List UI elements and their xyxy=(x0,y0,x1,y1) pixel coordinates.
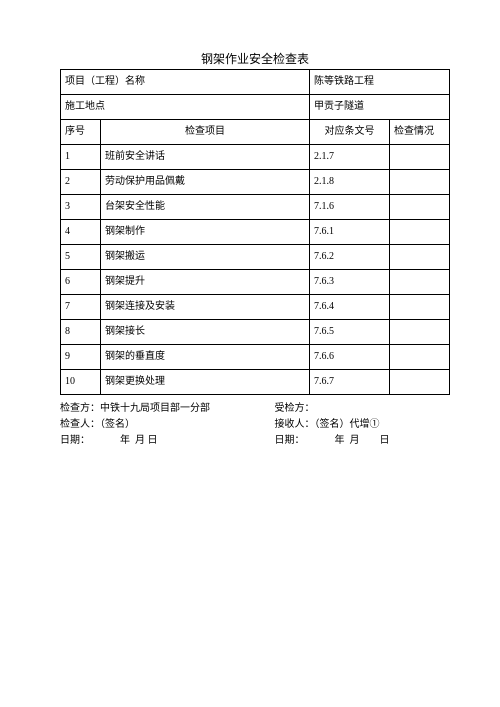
date-left: 日期： 年 月 日 xyxy=(60,433,275,449)
row-chk xyxy=(390,245,450,270)
row-chk xyxy=(390,345,450,370)
table-row: 9钢架的垂直度7.6.6 xyxy=(61,345,450,370)
row-chk xyxy=(390,145,450,170)
row-chk xyxy=(390,295,450,320)
row-seq: 5 xyxy=(61,245,101,270)
row-item: 钢架更换处理 xyxy=(101,370,310,395)
row-item: 班前安全讲话 xyxy=(101,145,310,170)
table-row: 7钢架连接及安装7.6.4 xyxy=(61,295,450,320)
col-seq-header: 序号 xyxy=(61,120,101,145)
row-item: 劳动保护用品佩戴 xyxy=(101,170,310,195)
row-seq: 7 xyxy=(61,295,101,320)
row-ref: 7.6.3 xyxy=(310,270,390,295)
row-chk xyxy=(390,320,450,345)
row-item: 钢架提升 xyxy=(101,270,310,295)
row-item: 钢架搬运 xyxy=(101,245,310,270)
recv-party: 受检方： xyxy=(275,401,451,417)
check-party: 检查方：中铁十九局项目部一分部 xyxy=(60,401,275,417)
table-row: 5钢架搬运7.6.2 xyxy=(61,245,450,270)
table-row: 6钢架提升7.6.3 xyxy=(61,270,450,295)
row-seq: 1 xyxy=(61,145,101,170)
row-ref: 7.6.7 xyxy=(310,370,390,395)
row-seq: 9 xyxy=(61,345,101,370)
row-ref: 7.6.4 xyxy=(310,295,390,320)
row-seq: 3 xyxy=(61,195,101,220)
row-ref: 2.1.8 xyxy=(310,170,390,195)
row-item: 钢架制作 xyxy=(101,220,310,245)
table-row: 3台架安全性能7.1.6 xyxy=(61,195,450,220)
row-item: 钢架的垂直度 xyxy=(101,345,310,370)
inspection-table: 项目（工程）名称 陈等铁路工程 施工地点 甲贡子隧道 序号 检查项目 对应条文号… xyxy=(60,69,450,395)
date-right: 日期： 年 月 日 xyxy=(275,433,451,449)
row-seq: 8 xyxy=(61,320,101,345)
project-label: 项目（工程）名称 xyxy=(65,76,145,87)
col-chk-header: 检查情况 xyxy=(390,120,450,145)
table-row: 2劳动保护用品佩戴2.1.8 xyxy=(61,170,450,195)
row-seq: 6 xyxy=(61,270,101,295)
row-chk xyxy=(390,195,450,220)
table-row: 10钢架更换处理7.6.7 xyxy=(61,370,450,395)
header-row: 序号 检查项目 对应条文号 检查情况 xyxy=(61,120,450,145)
row-seq: 10 xyxy=(61,370,101,395)
document-title: 钢架作业安全检查表 xyxy=(60,50,450,67)
row-item: 钢架连接及安装 xyxy=(101,295,310,320)
table-row: 8钢架接长7.6.5 xyxy=(61,320,450,345)
row-ref: 2.1.7 xyxy=(310,145,390,170)
col-ref-header: 对应条文号 xyxy=(310,120,390,145)
checker: 检查人：（签名） xyxy=(60,417,275,433)
project-row: 项目（工程）名称 陈等铁路工程 xyxy=(61,70,450,95)
row-ref: 7.6.6 xyxy=(310,345,390,370)
row-ref: 7.6.5 xyxy=(310,320,390,345)
row-chk xyxy=(390,170,450,195)
row-chk xyxy=(390,370,450,395)
row-item: 台架安全性能 xyxy=(101,195,310,220)
location-label: 施工地点 xyxy=(65,101,105,112)
row-seq: 4 xyxy=(61,220,101,245)
table-row: 4钢架制作7.6.1 xyxy=(61,220,450,245)
row-seq: 2 xyxy=(61,170,101,195)
page: 钢架作业安全检查表 项目（工程）名称 陈等铁路工程 施工地点 甲贡子隧道 序号 xyxy=(0,0,500,449)
row-chk xyxy=(390,220,450,245)
receiver: 接收人：（签名）代增① xyxy=(275,417,451,433)
location-value: 甲贡子隧道 xyxy=(314,101,364,112)
footer: 检查方：中铁十九局项目部一分部 受检方： 检查人：（签名） 接收人：（签名）代增… xyxy=(60,401,450,449)
location-row: 施工地点 甲贡子隧道 xyxy=(61,95,450,120)
row-ref: 7.1.6 xyxy=(310,195,390,220)
row-ref: 7.6.1 xyxy=(310,220,390,245)
project-value: 陈等铁路工程 xyxy=(314,76,374,87)
col-item-header: 检查项目 xyxy=(101,120,310,145)
row-item: 钢架接长 xyxy=(101,320,310,345)
row-ref: 7.6.2 xyxy=(310,245,390,270)
row-chk xyxy=(390,270,450,295)
table-row: 1班前安全讲话2.1.7 xyxy=(61,145,450,170)
